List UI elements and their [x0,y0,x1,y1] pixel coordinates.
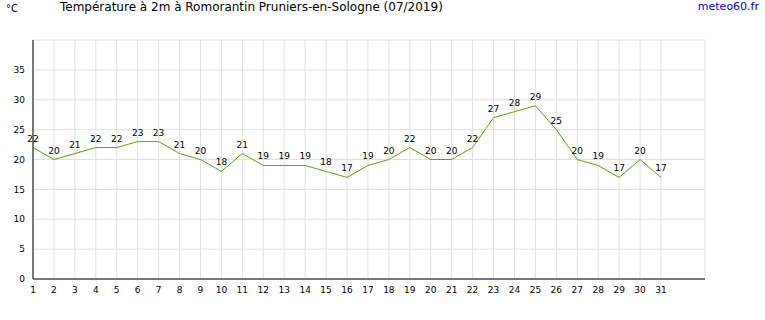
html-text:°C: °C [6,3,18,14]
svg-text:31: 31 [655,285,666,295]
svg-text:23: 23 [488,285,499,295]
svg-text:29: 29 [613,285,625,295]
svg-text:22: 22 [467,134,478,144]
svg-text:25: 25 [14,125,25,135]
svg-text:12: 12 [258,285,269,295]
svg-text:15: 15 [14,185,25,195]
svg-text:20: 20 [383,146,395,156]
svg-text:21: 21 [174,140,185,150]
html-text:meteo60.fr: meteo60.fr [697,0,759,13]
svg-text:18: 18 [320,157,332,167]
svg-text:20: 20 [446,146,458,156]
svg-text:20: 20 [572,146,584,156]
svg-text:17: 17 [341,163,352,173]
svg-text:25: 25 [530,285,541,295]
svg-text:20: 20 [425,285,437,295]
svg-text:21: 21 [446,285,457,295]
svg-text:0: 0 [19,274,25,284]
svg-text:22: 22 [111,134,122,144]
svg-text:30: 30 [14,95,26,105]
svg-text:15: 15 [320,285,331,295]
svg-text:22: 22 [467,285,478,295]
svg-text:1: 1 [30,285,36,295]
svg-text:5: 5 [19,244,25,254]
svg-text:22: 22 [90,134,101,144]
svg-text:20: 20 [48,146,60,156]
svg-text:19: 19 [258,151,270,161]
svg-text:20: 20 [425,146,437,156]
svg-text:20: 20 [14,155,26,165]
html-text:Température à 2m à Romorantin: Température à 2m à Romorantin Pruniers-e… [60,0,443,14]
svg-text:16: 16 [341,285,353,295]
svg-text:19: 19 [404,285,416,295]
svg-text:6: 6 [135,285,141,295]
svg-text:23: 23 [132,128,143,138]
svg-text:28: 28 [509,98,521,108]
svg-text:26: 26 [551,285,563,295]
svg-text:27: 27 [488,104,499,114]
svg-text:10: 10 [216,285,228,295]
svg-text:21: 21 [237,140,248,150]
svg-text:10: 10 [14,214,26,224]
svg-text:8: 8 [177,285,183,295]
svg-text:5: 5 [114,285,120,295]
svg-text:22: 22 [27,134,38,144]
svg-text:13: 13 [278,285,289,295]
svg-text:30: 30 [634,285,646,295]
svg-text:21: 21 [69,140,80,150]
svg-text:22: 22 [404,134,415,144]
svg-text:17: 17 [613,163,624,173]
svg-text:20: 20 [634,146,646,156]
svg-text:19: 19 [299,151,311,161]
svg-text:7: 7 [156,285,162,295]
svg-text:27: 27 [572,285,583,295]
svg-text:11: 11 [237,285,248,295]
svg-text:19: 19 [362,151,374,161]
svg-text:9: 9 [198,285,204,295]
svg-text:29: 29 [530,92,542,102]
svg-text:17: 17 [655,163,666,173]
svg-text:18: 18 [383,285,395,295]
svg-text:2: 2 [51,285,57,295]
svg-text:14: 14 [299,285,311,295]
svg-text:25: 25 [551,116,562,126]
svg-text:17: 17 [362,285,373,295]
svg-text:4: 4 [93,285,99,295]
svg-text:28: 28 [592,285,604,295]
svg-text:19: 19 [278,151,290,161]
svg-text:35: 35 [14,65,25,75]
svg-text:20: 20 [195,146,207,156]
svg-text:24: 24 [509,285,521,295]
svg-text:23: 23 [153,128,164,138]
svg-text:19: 19 [592,151,604,161]
svg-text:18: 18 [216,157,228,167]
svg-text:3: 3 [72,285,78,295]
